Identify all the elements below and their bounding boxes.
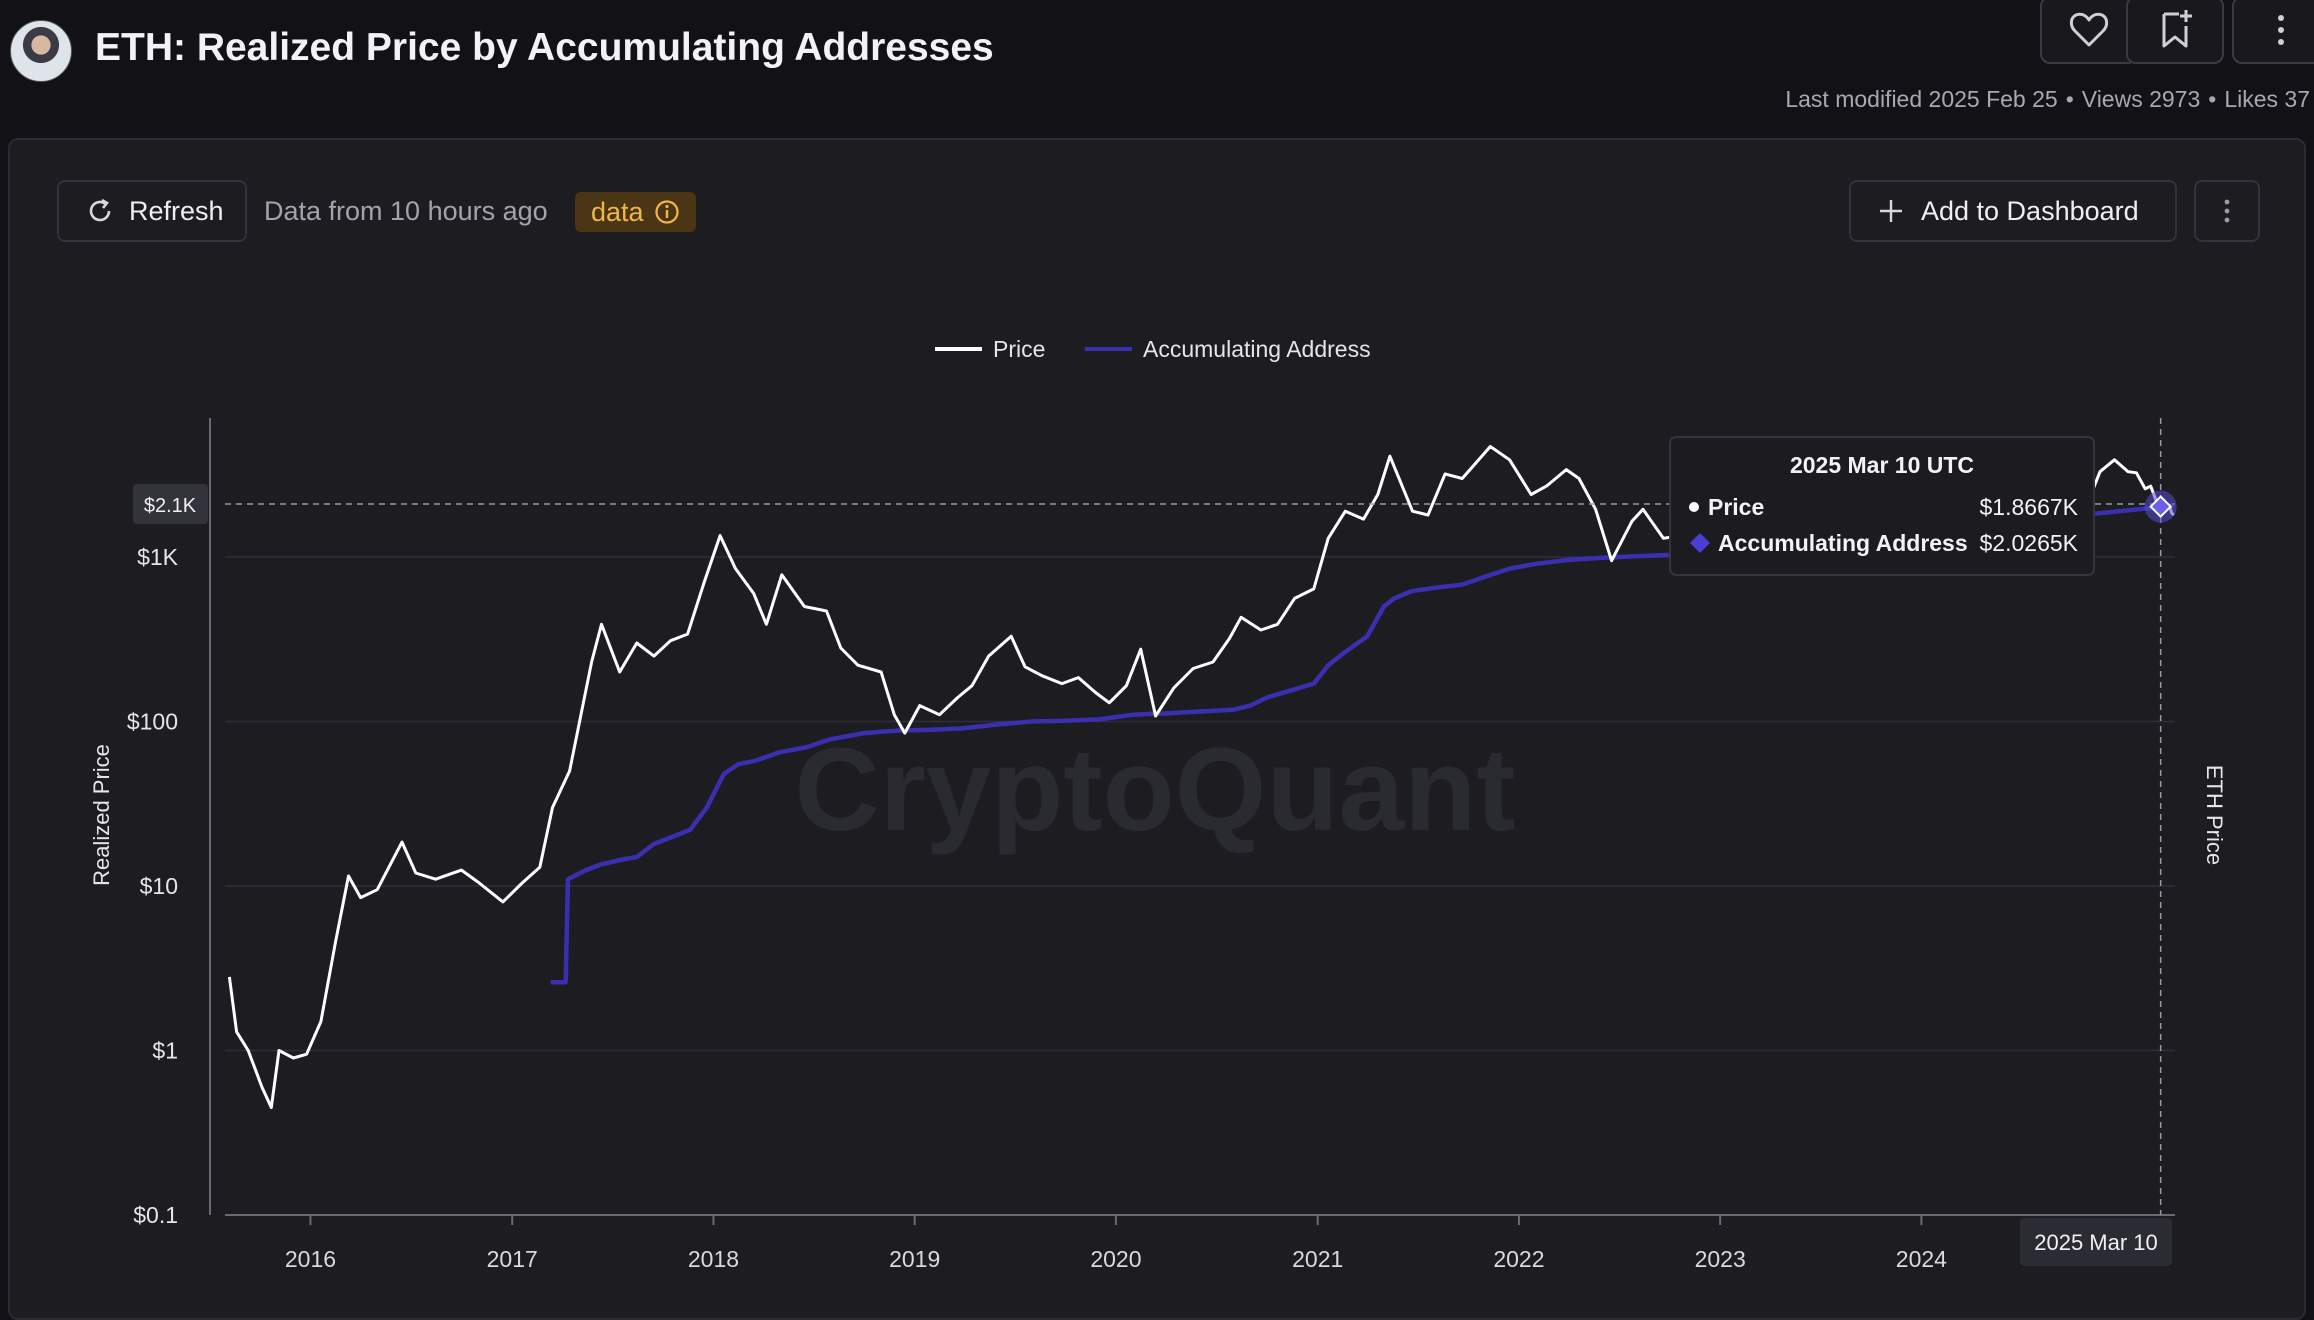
tooltip-row-value: $2.0265K (1980, 530, 2079, 556)
data-age: Data from 10 hours ago (264, 196, 548, 226)
x-tick-label: 2021 (1292, 1246, 1343, 1272)
legend-label: Price (993, 336, 1045, 362)
heart-icon (2069, 12, 2109, 47)
plus-icon (1880, 200, 1902, 222)
y2-axis-title: ETH Price (2202, 765, 2227, 865)
series-line-price (227, 445, 2175, 1109)
chart-tooltip: 2025 Mar 10 UTC Price $1.8667K Accumulating… (1669, 436, 2095, 576)
hover-marker-diamond (2149, 495, 2173, 518)
page-meta: Last modified 2025 Feb 25 • Views 2973 • Lik… (1785, 86, 2310, 113)
views-count: Views 2973 (2081, 86, 2201, 112)
add-to-dashboard-label: Add to Dashboard (1921, 195, 2139, 226)
bookmark-add-icon (2162, 10, 2192, 48)
tooltip-row-value: $1.8667K (1980, 494, 2079, 520)
x-tick-label: 2023 (1695, 1246, 1746, 1272)
axes: $0.1 $1 $10 $100 $1K 2016 2017 2018 2019 2020 2021… (89, 418, 2227, 1272)
more-vertical-icon (2278, 15, 2284, 45)
data-badge[interactable]: data (575, 192, 696, 232)
chart-panel (8, 138, 2306, 1320)
x-tick-label: 2017 (487, 1246, 538, 1272)
y-axis-title: Realized Price (89, 744, 114, 886)
crosshair-x-label: 2025 Mar 10 (2034, 1230, 2158, 1255)
tooltip-title: 2025 Mar 10 UTC (1790, 452, 1974, 478)
x-tick-label: 2020 (1090, 1246, 1141, 1272)
more-vertical-icon (2224, 199, 2230, 223)
tooltip-accumulating-marker (1690, 533, 1710, 553)
meta-separator: • (2208, 86, 2217, 112)
y-tick-label: $100 (127, 709, 178, 735)
tooltip-row-name: Accumulating Address (1718, 530, 1968, 556)
series-lines (227, 445, 2175, 1109)
header-more-button[interactable] (2232, 0, 2314, 64)
chart-more-button[interactable] (2194, 180, 2260, 242)
x-tick-label: 2022 (1493, 1246, 1544, 1272)
watermark: CryptoQuant (794, 724, 1515, 856)
y-tick-label: $1K (137, 544, 179, 570)
crosshair-x-label-box (2020, 1218, 2172, 1266)
series-line-accumulating-address (550, 503, 2175, 985)
tooltip-box (1669, 436, 2095, 576)
bookmark-button[interactable] (2126, 0, 2224, 64)
x-tick-label: 2016 (285, 1246, 336, 1272)
y-tick-label: $10 (140, 873, 178, 899)
x-tick-label: 2024 (1896, 1246, 1947, 1272)
x-tick-label: 2019 (889, 1246, 940, 1272)
crosshair-y-label-box (133, 484, 208, 525)
crosshair: $2.1K 2025 Mar 10 (133, 418, 2177, 1266)
crosshair-y-label: $2.1K (144, 495, 197, 517)
refresh-icon (89, 198, 111, 222)
author-avatar[interactable] (10, 20, 72, 82)
add-to-dashboard-button[interactable]: Add to Dashboard (1849, 180, 2177, 242)
tooltip-price-marker (1689, 502, 1699, 512)
info-icon (654, 200, 679, 224)
x-tick-label: 2018 (688, 1246, 739, 1272)
tooltip-row-name: Price (1708, 494, 1764, 520)
y-tick-label: $1 (152, 1038, 178, 1064)
y-tick-label: $0.1 (133, 1202, 178, 1228)
page-header: ETH: Realized Price by Accumulating Addr… (0, 0, 2314, 138)
legend-label: Accumulating Address (1143, 336, 1371, 362)
refresh-button[interactable]: Refresh (57, 180, 247, 242)
likes-count: Likes 37 (2224, 86, 2310, 112)
refresh-label: Refresh (129, 195, 224, 226)
chart-toolbar: Refresh Data from 10 hours ago data Add … (0, 180, 2314, 244)
last-modified: Last modified 2025 Feb 25 (1785, 86, 2058, 112)
meta-separator: • (2065, 86, 2074, 112)
data-badge-label: data (591, 196, 644, 227)
chart-legend[interactable]: Price Accumulating Address (935, 336, 1371, 362)
page-title: ETH: Realized Price by Accumulating Addr… (95, 26, 994, 69)
